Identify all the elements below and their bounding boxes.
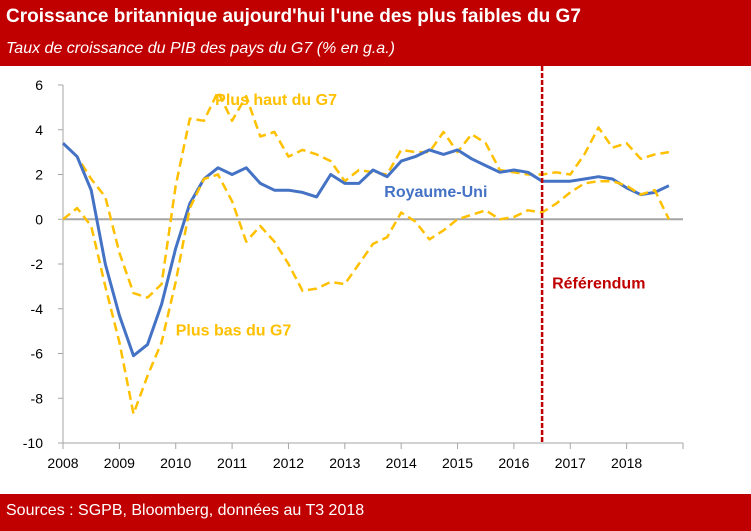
y-tick-label: 4 [35, 122, 43, 138]
series-line-plus-bas-du-g7 [62, 173, 671, 416]
series-group [61, 90, 671, 416]
y-tick-label: -8 [31, 390, 44, 406]
y-tick-label: -10 [23, 435, 43, 451]
x-tick-label: 2009 [104, 455, 135, 471]
x-tick-label: 2016 [498, 455, 529, 471]
series-label: Royaume-Uni [384, 184, 487, 201]
x-tick-label: 2018 [611, 455, 642, 471]
x-tick-label: 2011 [217, 455, 247, 471]
x-tick-label: 2013 [329, 455, 360, 471]
series-line-royaume-uni [61, 142, 670, 358]
series-label: Plus bas du G7 [176, 323, 292, 340]
x-tick-label: 2015 [442, 455, 473, 471]
source-note: Sources : SGPB, Bloomberg, données au T3… [6, 502, 365, 519]
y-tick-label: 0 [35, 211, 43, 227]
annotations: Référendum Plus haut du G7 Royaume-Uni Plus… [176, 66, 645, 443]
x-tick-label: 2014 [386, 455, 417, 471]
chart-subtitle: Taux de croissance du PIB des pays du G7… [6, 40, 395, 57]
chart-title: Croissance britannique aujourd'hui l'une… [6, 6, 581, 27]
y-tick-label: -6 [31, 346, 44, 362]
line-chart: -10 -8 -6 -4 -2 0 2 4 6 2008 2009 2010 2011 2012 2013… [23, 66, 684, 471]
x-tick-label: 2008 [47, 455, 78, 471]
footer-bar: Sources : SGPB, Bloomberg, données au T3… [0, 494, 751, 531]
y-tick-label: 2 [35, 167, 43, 183]
referendum-label: Référendum [552, 276, 645, 293]
y-tick-label: 6 [35, 77, 43, 93]
x-tick-label: 2012 [273, 455, 304, 471]
header-bar: Croissance britannique aujourd'hui l'une… [0, 0, 751, 66]
x-tick-label: 2010 [160, 455, 191, 471]
y-tick-label: -4 [31, 301, 44, 317]
y-axis: -10 -8 -6 -4 -2 0 2 4 6 [23, 77, 683, 451]
x-axis: 2008 2009 2010 2011 2012 2013 2014 2015 2016 2017… [47, 442, 684, 471]
x-tick-label: 2017 [555, 455, 586, 471]
series-line-plus-haut-du-g7 [62, 90, 670, 299]
y-tick-label: -2 [31, 256, 44, 272]
series-label: Plus haut du G7 [215, 92, 337, 109]
